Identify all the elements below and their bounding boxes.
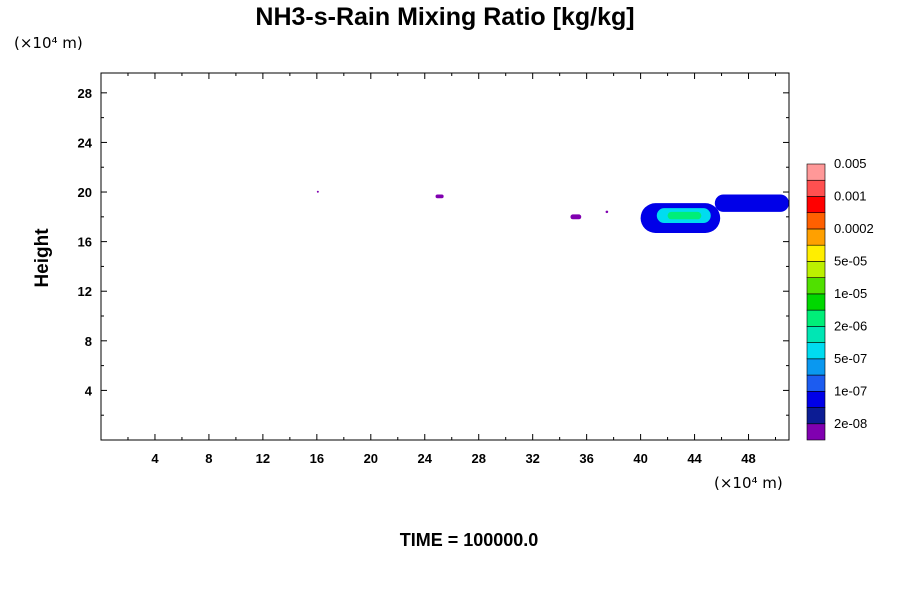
colorbar-swatch — [806, 179, 826, 197]
colorbar-label: 2e-08 — [834, 416, 867, 431]
x-tick-label: 28 — [471, 451, 485, 466]
y-tick-label: 28 — [78, 86, 92, 101]
colorbar-swatch — [806, 228, 826, 246]
colorbar-swatch — [806, 423, 826, 441]
colorbar-swatch — [806, 342, 826, 360]
colorbar-swatch — [806, 163, 826, 181]
contour-region-6 — [667, 211, 702, 220]
colorbar-label: 5e-07 — [834, 351, 867, 366]
x-tick-label: 48 — [741, 451, 755, 466]
y-tick-label: 16 — [78, 235, 92, 250]
contour-region-2 — [570, 214, 582, 220]
colorbar-label: 0.001 — [834, 188, 867, 203]
colorbar-swatch — [806, 212, 826, 230]
x-tick-label: 32 — [525, 451, 539, 466]
x-axis-unit: (×10⁴ m) — [714, 474, 783, 492]
y-tick-label: 24 — [78, 135, 93, 150]
colorbar: 2e-08 1e-07 5e-07 2e-06 1e-05 5e-05 0.0002 0.00… — [806, 156, 874, 441]
contour-region-3 — [605, 210, 609, 214]
x-tick-label: 24 — [418, 451, 433, 466]
contour-region-1 — [435, 194, 444, 199]
colorbar-swatch — [806, 390, 826, 408]
colorbar-swatch — [806, 407, 826, 425]
colorbar-swatch — [806, 326, 826, 343]
x-tick-label: 44 — [687, 451, 702, 466]
colorbar-label: 1e-05 — [834, 286, 867, 301]
x-tick-label: 4 — [151, 451, 159, 466]
y-tick-label: 12 — [78, 284, 92, 299]
y-axis-label: Height — [32, 228, 53, 288]
y-tick-label: 4 — [85, 383, 93, 398]
chart-title: NH3-s-Rain Mixing Ratio [kg/kg] — [255, 3, 635, 31]
x-tick-label: 20 — [364, 451, 378, 466]
colorbar-swatch — [806, 277, 826, 295]
plot-frame — [100, 72, 790, 441]
contour-region-0 — [316, 190, 319, 193]
contour-region-7 — [714, 194, 789, 212]
x-axis: 4 8 12 16 20 24 28 32 36 40 44 48 — [127, 73, 777, 466]
y-axis: 4 8 12 16 20 24 28 — [78, 86, 789, 416]
y-tick-label: 20 — [78, 185, 92, 200]
colorbar-label: 0.0002 — [834, 221, 874, 236]
colorbar-label: 5e-05 — [834, 253, 867, 268]
colorbar-swatch — [806, 374, 826, 392]
data-layer — [316, 190, 789, 233]
x-tick-label: 16 — [310, 451, 324, 466]
colorbar-swatch — [806, 261, 826, 278]
time-label: TIME = 100000.0 — [399, 530, 539, 550]
colorbar-label: 1e-07 — [834, 383, 867, 398]
x-tick-label: 40 — [633, 451, 647, 466]
colorbar-swatch — [806, 244, 826, 262]
colorbar-swatch — [806, 309, 826, 327]
colorbar-swatch — [806, 196, 826, 214]
colorbar-label: 2e-06 — [834, 318, 867, 333]
y-axis-unit: (×10⁴ m) — [14, 34, 83, 52]
x-tick-label: 36 — [579, 451, 593, 466]
colorbar-swatch — [806, 293, 826, 311]
x-tick-label: 8 — [205, 451, 212, 466]
colorbar-swatch — [806, 358, 826, 376]
x-tick-label: 12 — [256, 451, 270, 466]
y-tick-label: 8 — [85, 334, 92, 349]
colorbar-label: 0.005 — [834, 156, 867, 171]
